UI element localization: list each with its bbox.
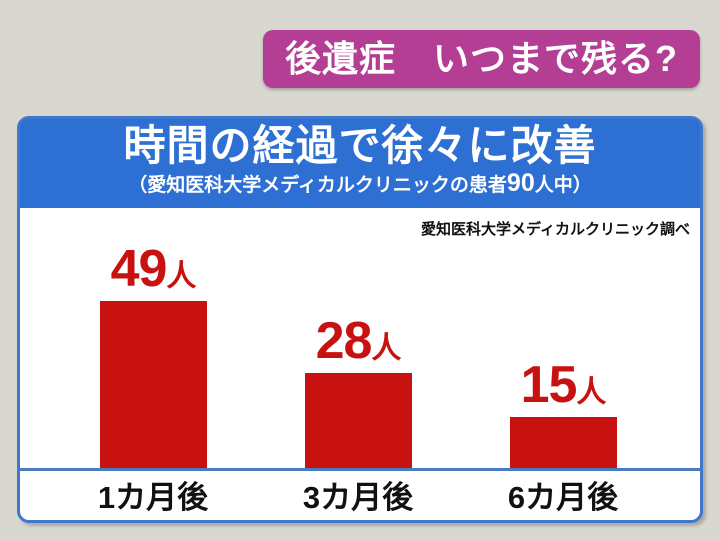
bar-value-label: 28人	[316, 315, 402, 367]
bar-value-unit: 人	[576, 376, 607, 410]
bar-value-number: 49	[110, 240, 168, 299]
bar-chart: 49人 28人 15人 1カ月後 3カ月後 6カ月後	[20, 208, 700, 520]
chart-title: 時間の経過で徐々に改善	[123, 122, 597, 169]
bar-1month	[100, 301, 207, 468]
bar-3month	[305, 373, 412, 468]
x-tick-label-1month: 1カ月後	[97, 480, 209, 515]
bar-value-unit: 人	[166, 260, 197, 294]
chart-subtitle-prefix: （愛知医科大学メディカルクリニックの患者	[128, 175, 507, 197]
headline-banner: 後遺症 いつまで残る?	[263, 30, 700, 88]
bar-group-3month: 28人	[305, 315, 412, 468]
chart-subtitle-number: 90	[506, 169, 535, 198]
bar-value-number: 28	[315, 312, 373, 371]
panel-header: 時間の経過で徐々に改善 （愛知医科大学メディカルクリニックの患者90人中）	[20, 119, 700, 208]
bar-value-label: 49人	[111, 243, 197, 295]
bar-value-unit: 人	[371, 332, 402, 366]
bar-6month	[510, 417, 617, 468]
bar-value-label: 15人	[521, 359, 607, 411]
headline-text: 後遺症 いつまで残る?	[285, 38, 678, 79]
x-tick-label-3month: 3カ月後	[302, 480, 414, 515]
bar-group-6month: 15人	[510, 359, 617, 468]
chart-panel: 時間の経過で徐々に改善 （愛知医科大学メディカルクリニックの患者90人中） 愛知…	[17, 116, 703, 523]
chart-subtitle: （愛知医科大学メディカルクリニックの患者90人中）	[20, 168, 700, 198]
bar-value-number: 15	[520, 356, 578, 415]
chart-subtitle-suffix: 人中）	[534, 175, 592, 197]
x-axis-line	[20, 468, 700, 471]
source-attribution: 愛知医科大学メディカルクリニック調べ	[421, 221, 690, 238]
bar-group-1month: 49人	[100, 243, 207, 468]
x-tick-label-6month: 6カ月後	[507, 480, 619, 515]
